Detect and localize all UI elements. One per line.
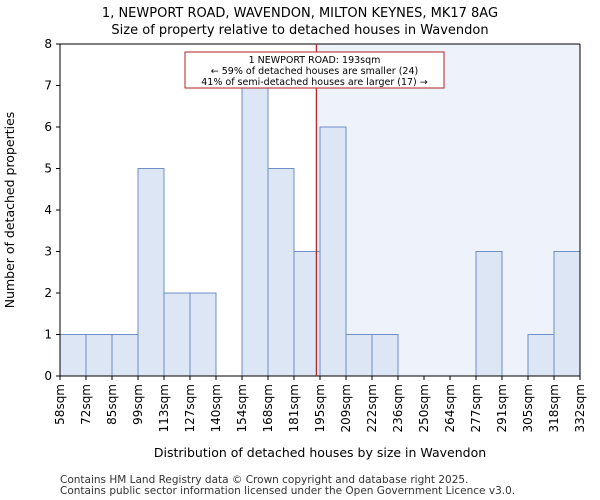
y-tick-label: 4	[44, 203, 52, 217]
x-axis-label: Distribution of detached houses by size …	[154, 445, 486, 460]
annotation-line-3: 41% of semi-detached houses are larger (…	[201, 77, 428, 88]
bar-181sqm	[293, 251, 321, 377]
x-tick-label-291sqm: 291sqm	[495, 384, 509, 432]
x-tick-label-168sqm: 168sqm	[261, 384, 275, 432]
bar-168sqm	[267, 168, 295, 377]
bar-209sqm	[345, 334, 373, 377]
x-tick-label-277sqm: 277sqm	[469, 384, 483, 432]
x-tick-label-332sqm: 332sqm	[573, 384, 587, 432]
x-tick-label-154sqm: 154sqm	[235, 384, 249, 432]
x-tick-label-195sqm: 195sqm	[313, 384, 327, 432]
bar-72sqm	[85, 334, 113, 377]
bar-127sqm	[189, 292, 217, 377]
larger-region-highlight	[316, 44, 580, 376]
bar-113sqm	[163, 292, 191, 377]
bar-222sqm	[371, 334, 399, 377]
x-tick-label-99sqm: 99sqm	[131, 384, 145, 425]
x-tick-label-140sqm: 140sqm	[209, 384, 223, 432]
x-tick-label-72sqm: 72sqm	[79, 384, 93, 425]
x-tick-label-113sqm: 113sqm	[157, 384, 171, 432]
x-tick-label-264sqm: 264sqm	[443, 384, 457, 432]
bar-58sqm	[59, 334, 87, 377]
chart-subtitle: Size of property relative to detached ho…	[111, 23, 489, 38]
x-tick-label-127sqm: 127sqm	[183, 384, 197, 432]
x-tick-label-58sqm: 58sqm	[53, 384, 67, 425]
bar-277sqm	[475, 251, 503, 377]
annotation-line-2: ← 59% of detached houses are smaller (24…	[211, 66, 418, 77]
bar-85sqm	[111, 334, 139, 377]
y-axis-label: Number of detached properties	[2, 112, 17, 309]
bar-195sqm	[319, 126, 347, 377]
y-tick-label: 5	[44, 162, 52, 176]
x-tick-label-236sqm: 236sqm	[391, 384, 405, 432]
y-tick-label: 2	[44, 286, 52, 300]
y-tick-label: 0	[44, 369, 52, 383]
y-tick-label: 7	[44, 79, 52, 93]
annotation-box	[184, 51, 445, 89]
x-tick-label-209sqm: 209sqm	[339, 384, 353, 432]
y-tick-label: 8	[44, 37, 52, 51]
bar-99sqm	[137, 168, 165, 377]
annotation-line-1: 1 NEWPORT ROAD: 193sqm	[249, 55, 381, 66]
x-tick-label-85sqm: 85sqm	[105, 384, 119, 425]
bar-318sqm	[553, 251, 581, 377]
bar-154sqm	[241, 85, 269, 377]
x-tick-label-250sqm: 250sqm	[417, 384, 431, 432]
footer-line-1: Contains HM Land Registry data © Crown c…	[60, 474, 469, 486]
bar-305sqm	[527, 334, 555, 377]
y-tick-label: 3	[44, 245, 52, 259]
x-tick-label-305sqm: 305sqm	[521, 384, 535, 432]
chart-title: 1, NEWPORT ROAD, WAVENDON, MILTON KEYNES…	[101, 6, 499, 21]
x-tick-label-181sqm: 181sqm	[287, 384, 301, 432]
x-tick-label-318sqm: 318sqm	[547, 384, 561, 432]
x-tick-label-222sqm: 222sqm	[365, 384, 379, 432]
footer-line-2: Contains public sector information licen…	[60, 485, 516, 497]
y-tick-label: 6	[44, 120, 52, 134]
y-tick-label: 1	[44, 328, 52, 342]
